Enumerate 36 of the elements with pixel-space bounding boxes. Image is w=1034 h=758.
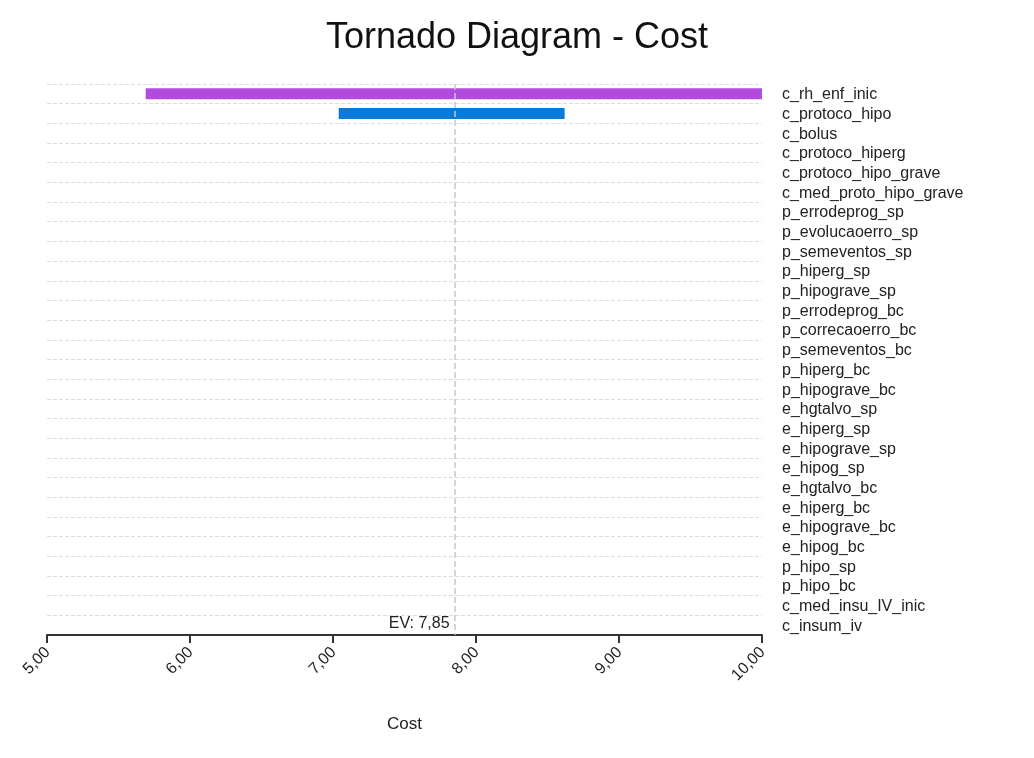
y-tick-label: e_hipograve_bc [782,518,896,537]
y-tick-label: e_hipog_sp [782,459,865,478]
x-tick-label: 8,00 [447,642,483,678]
y-tick-label: p_correcaoerro_bc [782,321,917,340]
y-tick-label: e_hgtalvo_bc [782,478,878,497]
y-tick-label: e_hgtalvo_sp [782,400,878,419]
y-tick-label: p_errodeprog_sp [782,203,904,222]
y-tick-label: p_hiperg_sp [782,262,871,281]
y-tick-label: c_med_insu_IV_inic [782,596,926,615]
y-tick-label: e_hipog_bc [782,537,865,556]
y-tick-label: e_hiperg_bc [782,498,871,517]
y-tick-label: p_hipo_sp [782,557,856,576]
y-tick-label: p_semeventos_sp [782,242,912,261]
y-tick-label: p_hipograve_bc [782,380,896,399]
y-tick-label: p_hipograve_sp [782,282,896,301]
y-tick-label: c_protoco_hipo [782,105,892,124]
y-tick-label: p_errodeprog_bc [782,301,904,320]
x-tick-label: 6,00 [161,642,197,678]
y-tick-label: e_hiperg_sp [782,419,871,438]
x-tick-label: 7,00 [304,642,340,678]
ref-line-label: EV: 7,85 [388,613,450,631]
y-tick-label: c_bolus [782,124,838,143]
y-tick-label: p_hipo_bc [782,577,856,596]
x-tick-label: 5,00 [18,642,54,678]
y-tick-label: p_evolucaoerro_sp [782,223,919,242]
x-axis-title: Cost [387,714,423,733]
y-tick-label: c_rh_enf_inic [782,85,878,104]
y-tick-label: c_insum_iv [782,616,863,635]
y-tick-label: e_hipograve_sp [782,439,896,458]
y-tick-label: c_protoco_hipo_grave [782,164,941,183]
chart-title: Tornado Diagram - Cost [325,14,709,56]
y-tick-label: c_protoco_hiperg [782,144,906,163]
x-tick-label: 9,00 [590,642,626,678]
y-tick-label: c_med_proto_hipo_grave [782,183,964,202]
y-tick-label: p_hiperg_bc [782,360,871,379]
y-tick-label: p_semeventos_bc [782,341,912,360]
